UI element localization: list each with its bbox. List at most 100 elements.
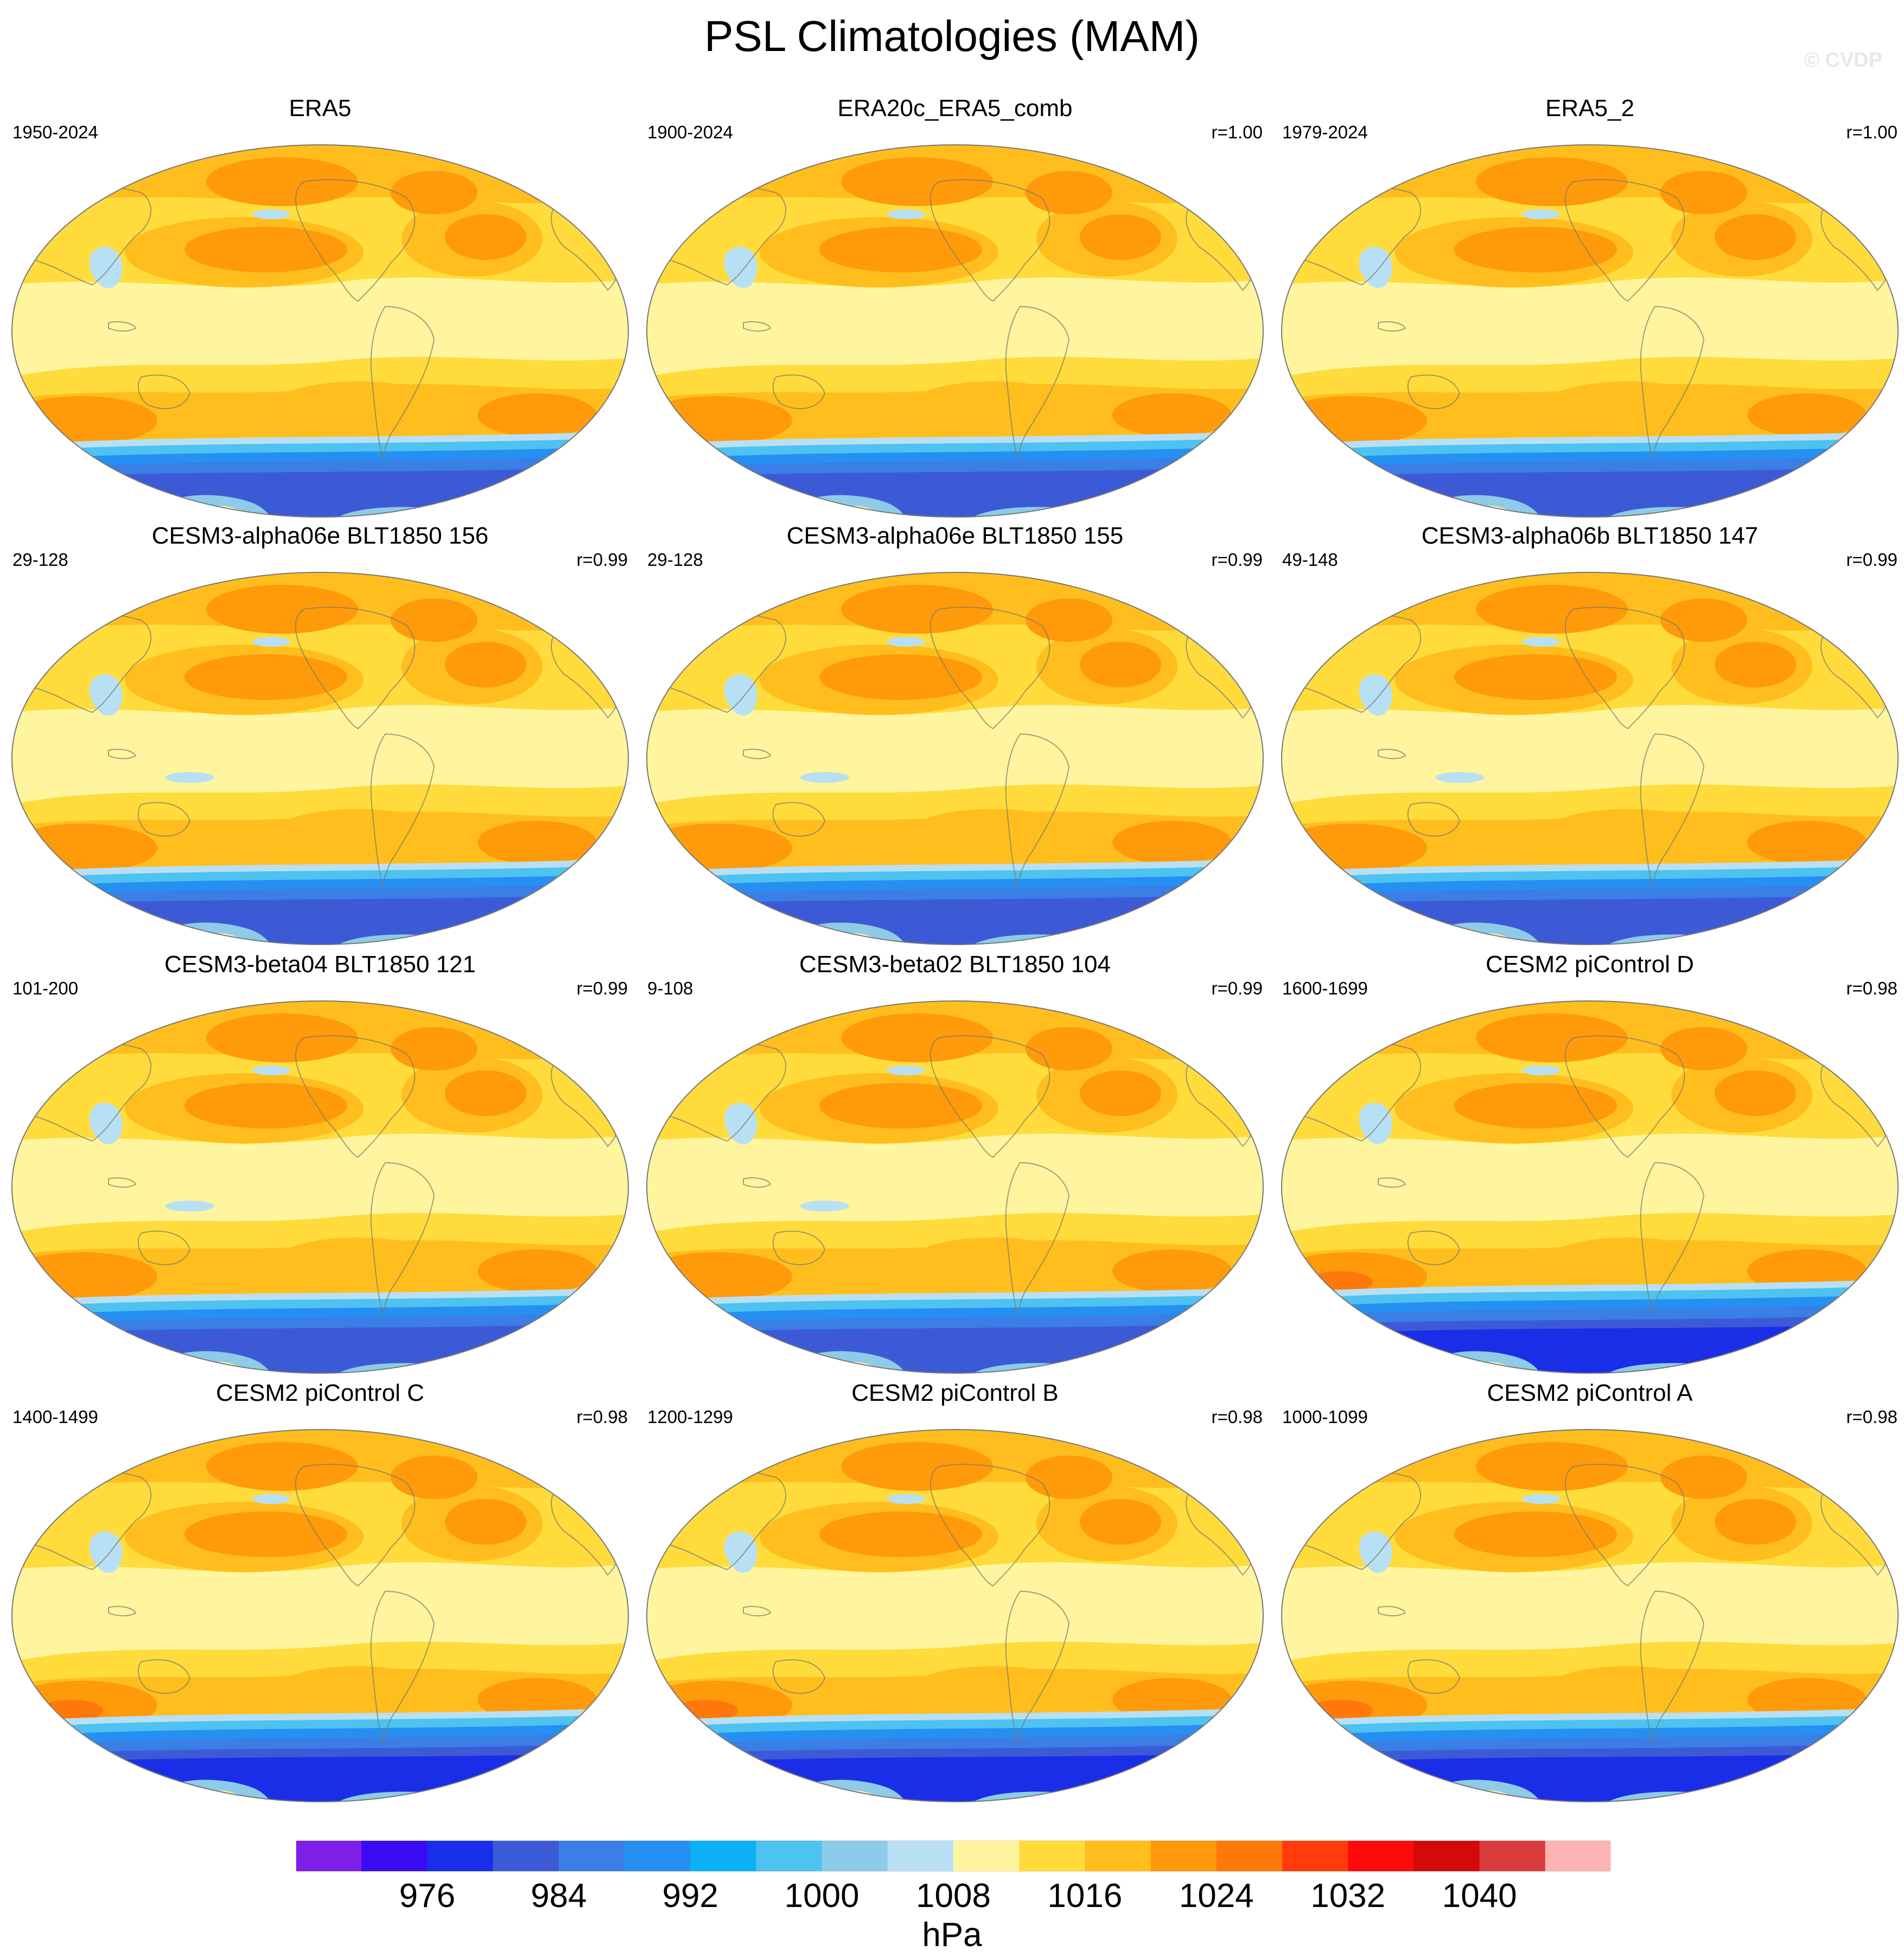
asian-low	[724, 246, 757, 289]
colorbar-swatch	[1282, 1840, 1348, 1872]
panel-title: CESM2 piControl A	[1487, 1380, 1693, 1406]
atlantic-high-core	[445, 1499, 526, 1545]
coastline-0	[929, 1035, 1050, 1158]
panel-title: ERA5	[289, 95, 352, 122]
asian-low	[89, 246, 123, 289]
southern-ocean-band-5	[12, 467, 628, 517]
panel-title: CESM2 piControl B	[851, 1380, 1059, 1406]
colorbar-swatch	[1085, 1840, 1151, 1872]
colorbar-swatch	[493, 1840, 559, 1872]
colorbar-units: hPa	[922, 1916, 982, 1954]
coastline-0	[295, 179, 416, 302]
map-frame	[11, 572, 629, 945]
map-frame	[646, 1000, 1264, 1374]
colorbar-swatch	[1479, 1840, 1546, 1872]
coastline-5	[743, 321, 772, 332]
psl-map	[1281, 1429, 1899, 1802]
greenland-high	[1026, 598, 1112, 642]
south-pacific-high	[912, 809, 1074, 854]
indian-ocean-high	[647, 1252, 792, 1301]
pacific-high-core	[184, 227, 347, 272]
panel-years: 49-148	[1282, 550, 1338, 570]
aleutian-low	[1522, 1494, 1560, 1504]
colorbar-tick-label: 1000	[784, 1877, 859, 1915]
atlantic-high-core	[1715, 1499, 1796, 1545]
southern-ocean-band-5	[647, 1323, 1263, 1373]
psl-map	[11, 572, 629, 945]
southern-ocean-band-5	[12, 1323, 628, 1373]
map-frame	[11, 144, 629, 518]
coastline-5	[743, 1177, 772, 1188]
greenland-high	[1026, 171, 1112, 214]
panel-years: 1979-2024	[1282, 122, 1368, 142]
aleutian-low	[252, 209, 290, 219]
coastline-5	[108, 1606, 137, 1617]
aleutian-low	[252, 1066, 290, 1075]
aleutian-low	[887, 209, 925, 219]
southern-ocean-band-5	[12, 894, 628, 945]
coastline-0	[929, 607, 1050, 730]
south-atlantic-high	[1747, 821, 1867, 864]
map-frame	[11, 1000, 629, 1374]
indian-ocean-high	[12, 396, 157, 445]
coastline-0	[295, 1035, 416, 1158]
south-pacific-high	[277, 1666, 440, 1712]
map-frame	[1281, 572, 1899, 945]
psl-map	[646, 1000, 1264, 1374]
panel-title: CESM2 piControl D	[1486, 951, 1694, 978]
coastline-5	[108, 321, 137, 332]
panel-correlation: r=0.98	[1211, 1407, 1263, 1427]
arctic-high-core	[1476, 585, 1628, 634]
greenland-high	[391, 1456, 477, 1499]
southern-ocean-deep-low	[1282, 1753, 1898, 1802]
coastline-3	[1407, 1659, 1461, 1694]
aleutian-low	[252, 637, 290, 647]
asian-low	[1359, 674, 1392, 716]
southern-ocean-deep-low	[647, 1753, 1263, 1802]
asian-low	[724, 1531, 757, 1573]
coastline-5	[1378, 1606, 1406, 1617]
panel-correlation: r=1.00	[1846, 122, 1898, 142]
panel-correlation: r=1.00	[1211, 122, 1263, 142]
asian-low	[89, 674, 123, 716]
aleutian-low	[887, 1494, 925, 1504]
arctic-high-core	[206, 1013, 358, 1062]
map-frame	[646, 572, 1264, 945]
psl-map	[11, 1429, 629, 1802]
map-panel: CESM3-alpha06e BLT1850 156 29-128 r=0.99	[3, 520, 638, 948]
greenland-high	[391, 1027, 477, 1070]
coastline-3	[1407, 1230, 1461, 1266]
coastline-0	[929, 1464, 1050, 1587]
colorbar-tick-label: 1040	[1442, 1877, 1517, 1915]
panel-years: 29-128	[647, 550, 703, 570]
panel-years: 1900-2024	[647, 122, 733, 142]
panel-correlation: r=0.99	[1211, 978, 1263, 998]
coastline-0	[929, 179, 1050, 302]
map-frame	[646, 1429, 1264, 1802]
panel-title: CESM3-alpha06e BLT1850 156	[151, 522, 489, 549]
colorbar-tick-label: 1008	[916, 1877, 991, 1915]
panel-title: CESM2 piControl C	[216, 1380, 424, 1406]
colorbar-swatch	[690, 1840, 756, 1872]
panel-correlation: r=0.98	[1846, 1407, 1898, 1427]
colorbar-swatch	[1348, 1840, 1414, 1872]
south-atlantic-high	[1112, 821, 1232, 864]
map-panel: CESM2 piControl D 1600-1699 r=0.98	[1272, 948, 1904, 1377]
aleutian-low	[887, 1066, 925, 1075]
colorbar-border	[296, 1840, 1611, 1872]
asian-low	[1359, 1102, 1392, 1145]
coastline-0	[1564, 1035, 1685, 1158]
greenland-high	[391, 171, 477, 214]
psl-map	[646, 144, 1264, 518]
arctic-high-core	[206, 1442, 358, 1491]
asian-low	[1359, 246, 1392, 289]
coastline-1	[1005, 733, 1070, 886]
panel-correlation: r=0.99	[576, 550, 628, 570]
pacific-high-core	[184, 1511, 347, 1557]
atlantic-high-core	[1080, 1070, 1161, 1116]
atlantic-high-core	[1080, 642, 1161, 687]
arctic-high-core	[841, 585, 993, 634]
panel-correlation: r=0.98	[576, 1407, 628, 1427]
psl-map	[11, 144, 629, 518]
indian-ocean-high	[12, 1252, 157, 1301]
